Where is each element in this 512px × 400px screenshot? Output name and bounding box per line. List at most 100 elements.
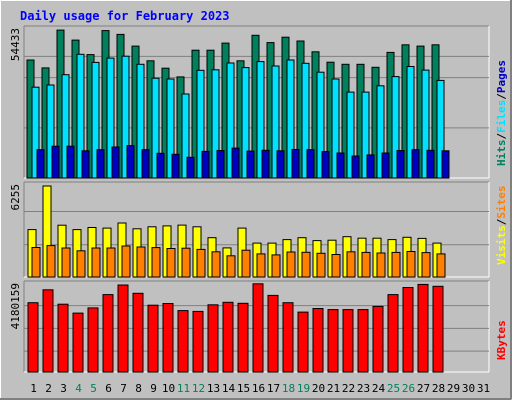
- bar-pages-day-14: [231, 147, 240, 179]
- legend-entry: Pages: [495, 60, 508, 93]
- bar-sites-day-7: [121, 245, 131, 278]
- bar-files-day-12: [196, 69, 205, 179]
- x-tick-label-day-10: 10: [162, 382, 175, 395]
- bar-pages-day-25: [396, 150, 405, 179]
- bar-sites-day-26: [406, 251, 416, 278]
- bar-kbytes-day-14: [222, 301, 234, 373]
- bar-sites-day-21: [331, 254, 341, 278]
- bar-sites-day-4: [76, 250, 86, 278]
- bar-pages-day-17: [276, 150, 285, 179]
- x-tick-label-day-7: 7: [120, 382, 127, 395]
- legend-entry: Hits: [495, 140, 508, 167]
- bar-pages-day-19: [306, 149, 315, 179]
- bar-sites-day-3: [61, 247, 71, 278]
- bar-sites-day-12: [196, 248, 206, 278]
- bar-kbytes-day-7: [117, 284, 129, 373]
- legend-top: Hits/Files/Pages: [495, 60, 508, 166]
- bar-sites-day-28: [436, 253, 446, 278]
- bar-pages-day-9: [156, 152, 165, 179]
- bar-kbytes-day-4: [72, 312, 84, 373]
- bar-pages-day-11: [186, 156, 195, 179]
- bar-kbytes-day-22: [342, 309, 354, 373]
- panel-bottom: 4180159 KBytes: [9, 280, 508, 373]
- bar-kbytes-day-17: [267, 294, 279, 373]
- x-tick-label-day-11: 11: [177, 382, 190, 395]
- bar-files-day-27: [421, 69, 430, 179]
- x-tick-label-day-6: 6: [105, 382, 112, 395]
- x-tick-label-day-14: 14: [222, 382, 236, 395]
- bar-files-day-16: [256, 61, 265, 179]
- bar-pages-day-5: [96, 149, 105, 179]
- bar-pages-day-7: [126, 145, 135, 179]
- bar-kbytes-day-9: [147, 304, 159, 373]
- bar-sites-day-22: [346, 251, 356, 278]
- x-tick-label-day-23: 23: [357, 382, 370, 395]
- bar-files-day-25: [391, 76, 400, 179]
- bar-kbytes-day-27: [417, 283, 429, 373]
- x-tick-label-day-19: 19: [297, 382, 310, 395]
- bar-files-day-18: [286, 59, 295, 179]
- bar-sites-day-11: [181, 247, 191, 278]
- x-tick-label-day-31: 31: [477, 382, 490, 395]
- x-tick-label-day-4: 4: [75, 382, 82, 395]
- bar-files-day-7: [121, 55, 130, 179]
- bar-pages-day-2: [51, 145, 60, 179]
- x-tick-label-day-26: 26: [402, 382, 415, 395]
- x-tick-label-day-25: 25: [387, 382, 400, 395]
- bar-sites-day-9: [151, 247, 161, 278]
- bar-files-day-15: [241, 67, 250, 179]
- bar-pages-day-3: [66, 145, 75, 179]
- y-max-label-middle: 6255: [9, 184, 22, 211]
- bar-files-day-8: [136, 63, 145, 179]
- legend-middle: Visits/Sites: [495, 186, 508, 266]
- x-tick-label-day-28: 28: [432, 382, 445, 395]
- bar-sites-day-14: [226, 255, 236, 278]
- legend-entry: /: [495, 93, 508, 100]
- legend-entry: Sites: [495, 186, 508, 219]
- x-tick-label-day-22: 22: [342, 382, 355, 395]
- bar-kbytes-day-10: [162, 303, 174, 373]
- bar-pages-day-20: [321, 151, 330, 179]
- x-tick-label-day-8: 8: [135, 382, 142, 395]
- bar-kbytes-day-3: [57, 303, 69, 373]
- bar-sites-day-8: [136, 246, 146, 278]
- bar-pages-day-13: [216, 150, 225, 179]
- bar-files-day-4: [76, 53, 85, 179]
- bar-files-day-26: [406, 66, 415, 179]
- bar-files-day-14: [226, 62, 235, 179]
- y-max-label-bottom: 4180159: [9, 283, 22, 329]
- legend-entry: Visits: [495, 225, 508, 265]
- bar-sites-day-2: [46, 245, 56, 278]
- bar-sites-day-10: [166, 248, 176, 278]
- bar-files-day-13: [211, 69, 220, 179]
- x-tick-label-day-2: 2: [45, 382, 52, 395]
- bar-sites-day-1: [31, 247, 41, 278]
- x-tick-label-day-16: 16: [252, 382, 265, 395]
- bar-pages-day-12: [201, 150, 210, 179]
- x-tick-label-day-1: 1: [30, 382, 37, 395]
- bar-files-day-22: [346, 91, 355, 179]
- bar-pages-day-21: [336, 152, 345, 179]
- bar-pages-day-8: [141, 149, 150, 179]
- bar-kbytes-day-20: [312, 308, 324, 373]
- bar-files-day-10: [166, 78, 175, 179]
- bar-kbytes-day-24: [372, 305, 384, 373]
- x-tick-label-day-29: 29: [447, 382, 460, 395]
- bar-kbytes-day-2: [42, 289, 54, 373]
- chart-title: Daily usage for February 2023: [20, 9, 230, 23]
- bar-sites-day-17: [271, 254, 281, 278]
- x-axis-day-labels: 1 2 3 4 5 6 7 8 9 10 11 12 13 14 15 16 17 18 19 20 21 22 23 24 2…: [30, 382, 490, 395]
- legend-entry: KBytes: [495, 320, 508, 360]
- bar-pages-day-10: [171, 153, 180, 179]
- x-tick-label-day-27: 27: [417, 382, 430, 395]
- bar-sites-day-16: [256, 253, 266, 278]
- bar-kbytes-day-18: [282, 302, 294, 373]
- bar-files-day-5: [91, 61, 100, 179]
- bar-sites-day-25: [391, 251, 401, 278]
- legend-entry: /: [495, 218, 508, 225]
- bar-files-day-19: [301, 62, 310, 179]
- bar-kbytes-day-28: [432, 285, 444, 373]
- bar-kbytes-day-15: [237, 302, 249, 373]
